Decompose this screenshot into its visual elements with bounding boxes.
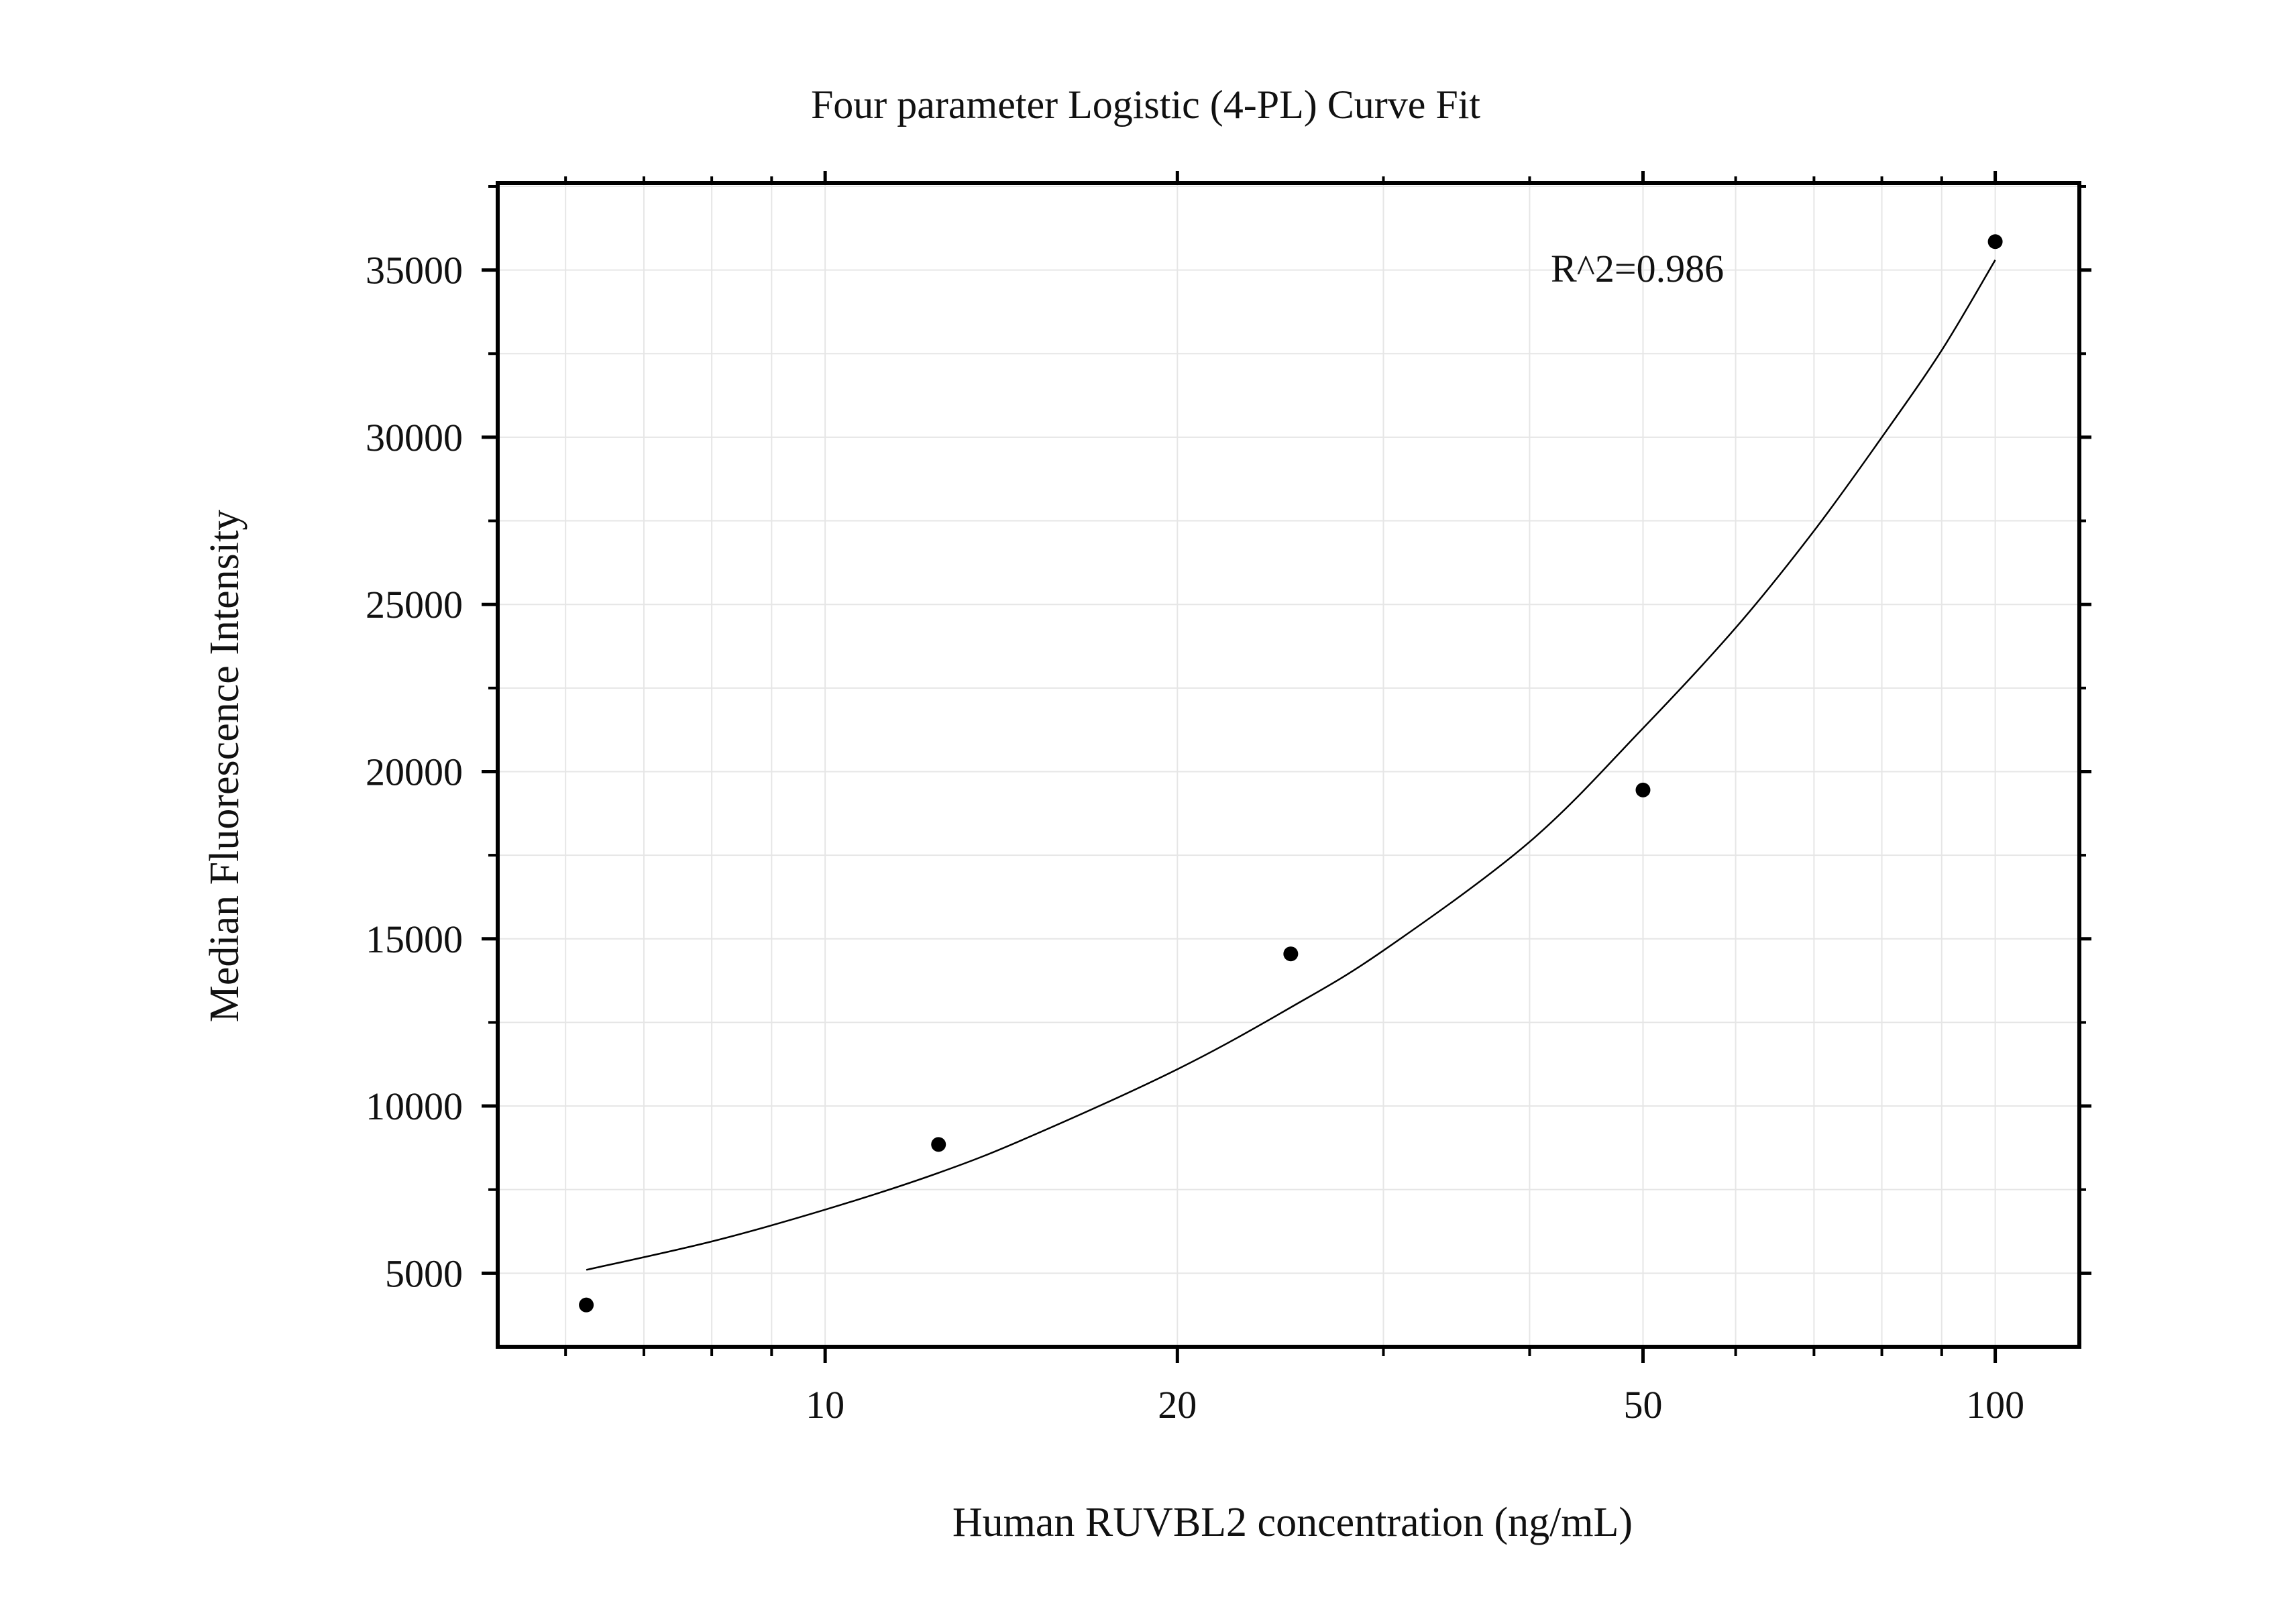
y-tick-label: 20000	[366, 750, 463, 793]
x-tick-label: 100	[1966, 1383, 2024, 1427]
plot-frame	[496, 181, 2081, 1349]
grid	[498, 183, 2079, 1347]
data-point	[931, 1137, 946, 1152]
x-tick-label: 10	[806, 1383, 844, 1427]
y-tick-label: 25000	[366, 583, 463, 626]
data-point	[1283, 946, 1299, 962]
y-tick-label: 10000	[366, 1085, 463, 1128]
x-tick-label: 20	[1158, 1383, 1197, 1427]
x-tick-label: 50	[1623, 1383, 1662, 1427]
x-axis-label: Human RUVBL2 concentration (ng/mL)	[952, 1500, 1633, 1545]
y-tick-label: 5000	[385, 1252, 463, 1295]
data-point	[579, 1297, 594, 1313]
fit-curve	[586, 260, 1996, 1271]
tick-labels: 10 20 50 100 5000 10000 15000 20000 25000 30000 35…	[366, 249, 2024, 1427]
y-tick-label: 35000	[366, 249, 463, 292]
data-point	[1987, 234, 2003, 250]
axis-ticks	[482, 171, 2091, 1363]
y-tick-label: 15000	[366, 918, 463, 961]
y-axis-label: Median Fluorescence Intensity	[202, 510, 248, 1022]
data-point	[1635, 782, 1651, 797]
chart-title: Four parameter Logistic (4-PL) Curve Fit	[811, 82, 1480, 127]
data-points	[579, 234, 2003, 1313]
r-squared-annotation: R^2=0.986	[1551, 247, 1724, 290]
fit-curve-layer	[586, 260, 1996, 1271]
y-tick-label: 30000	[366, 416, 463, 459]
